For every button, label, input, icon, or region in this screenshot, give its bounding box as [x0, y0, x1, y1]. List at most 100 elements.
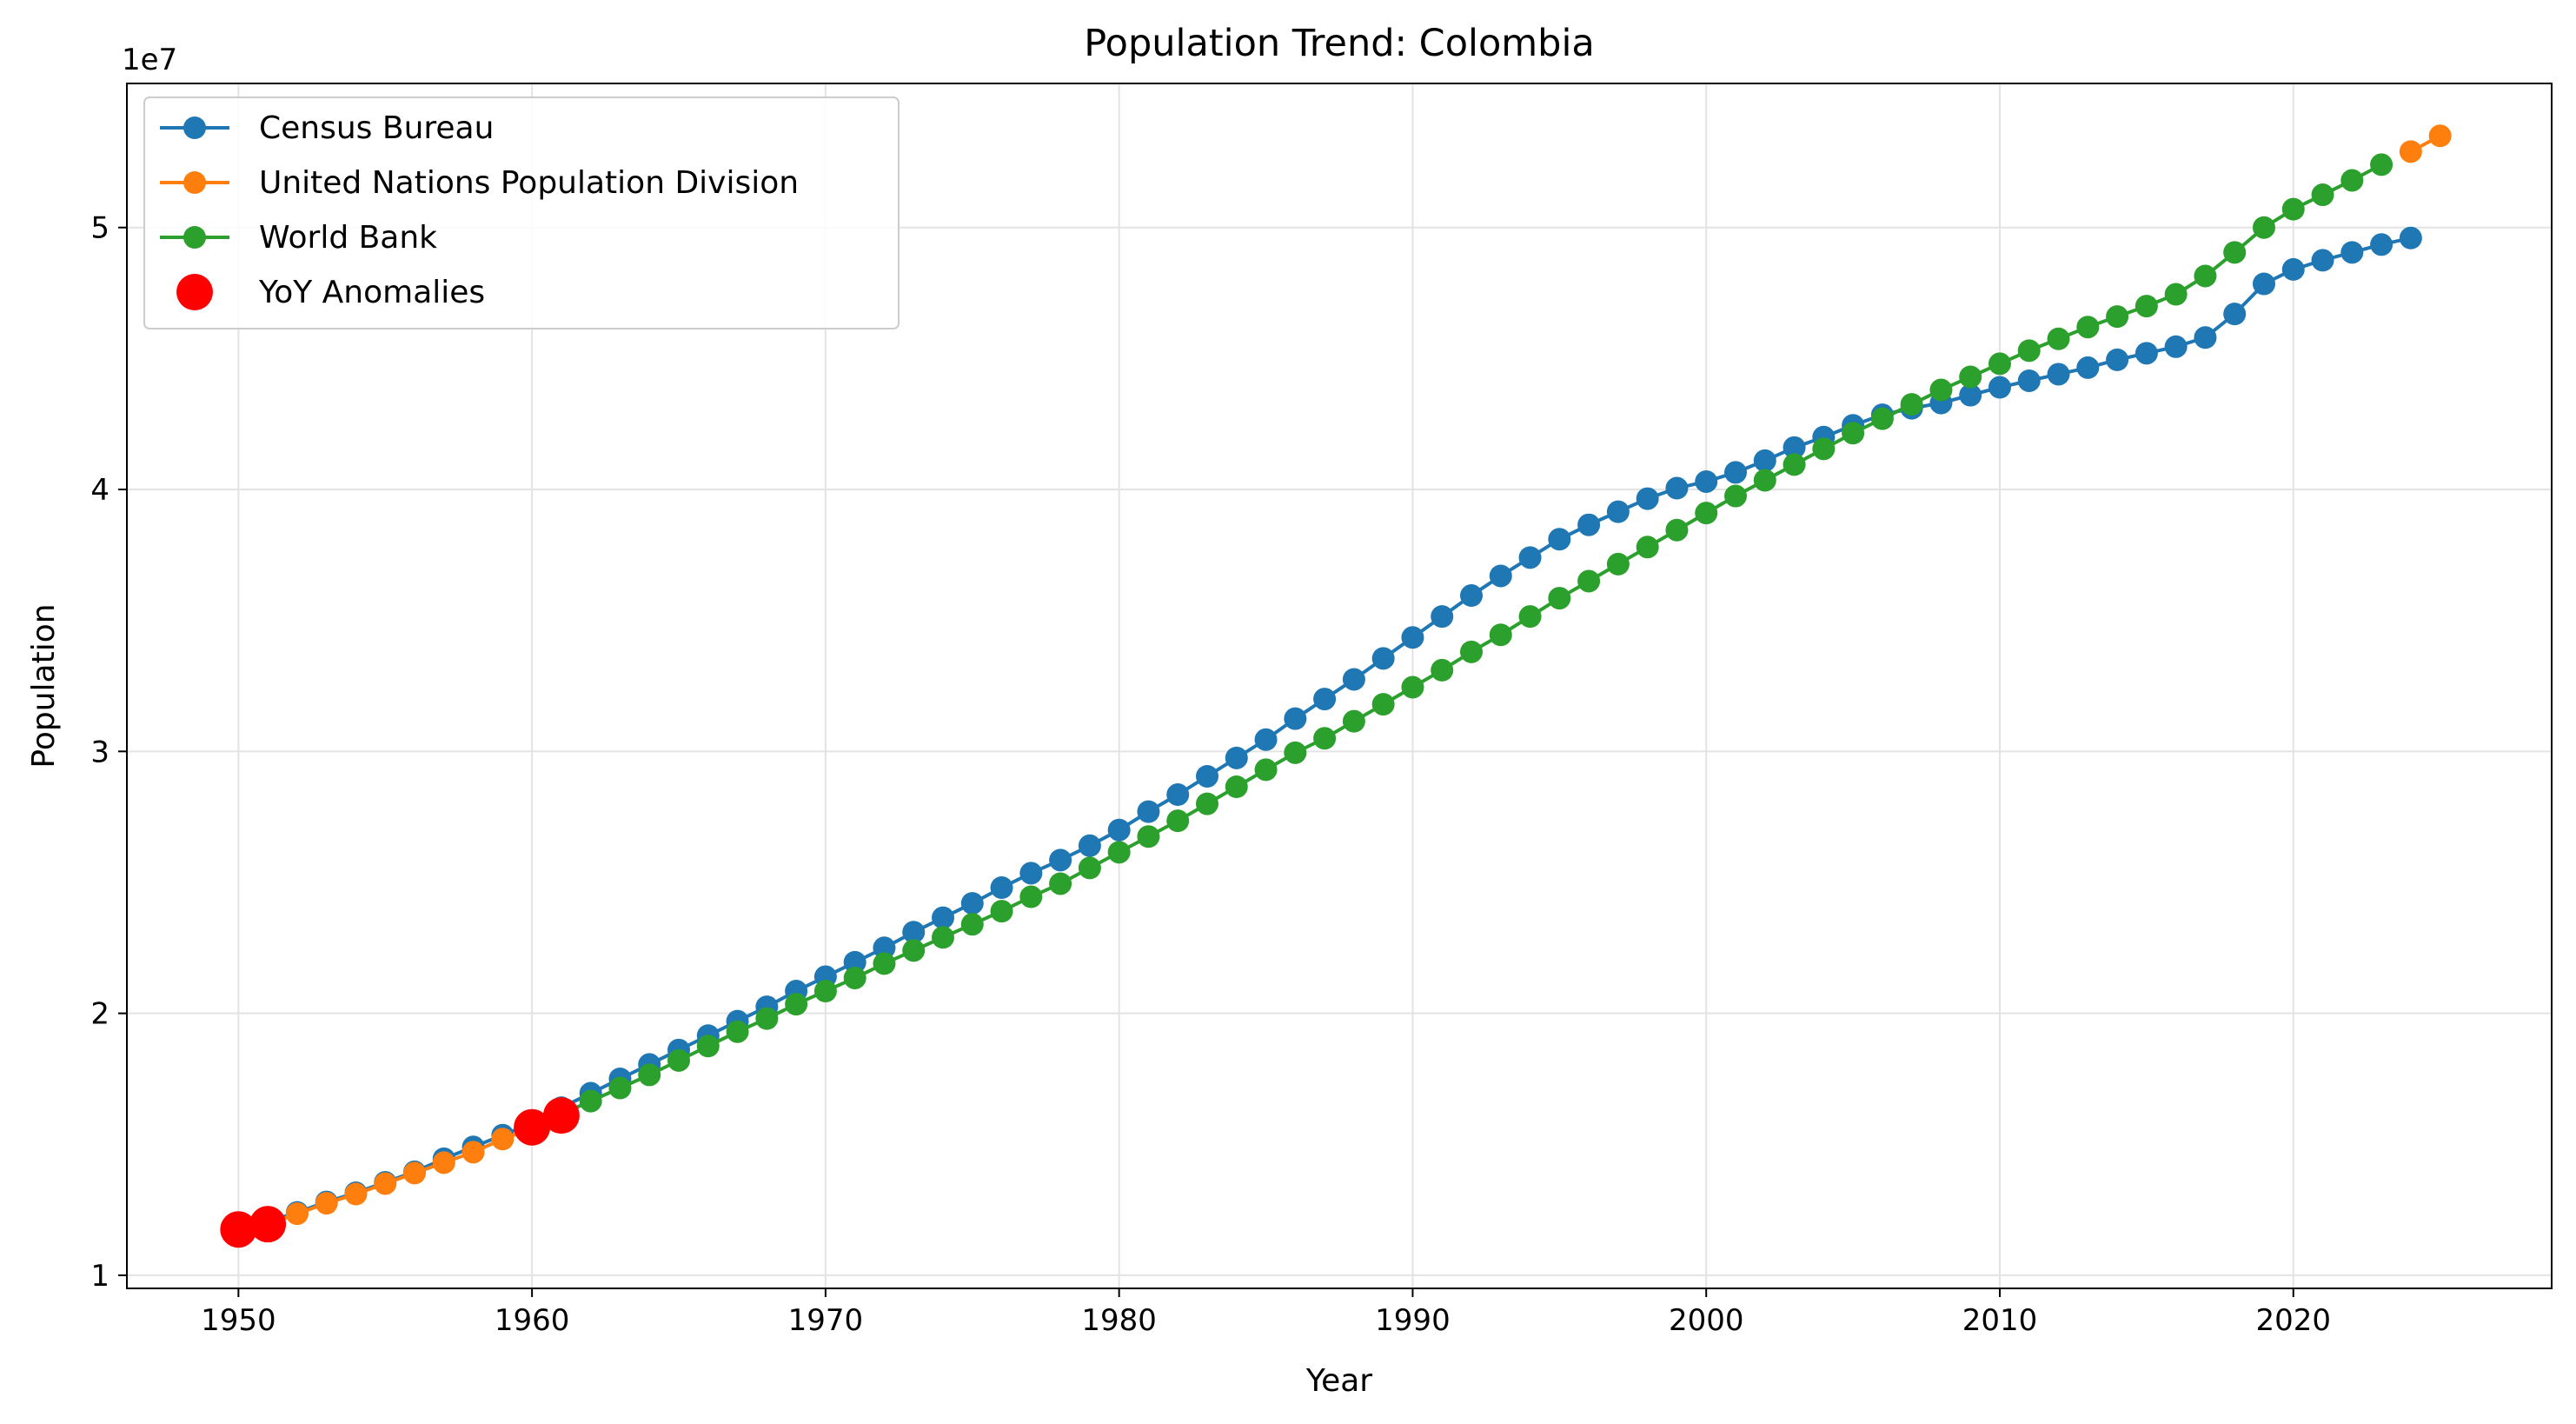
series-layer	[220, 124, 2452, 1248]
data-point	[2428, 124, 2452, 148]
data-point	[726, 1020, 749, 1043]
data-point	[2340, 169, 2364, 192]
anomaly-point	[249, 1206, 287, 1243]
data-point	[1870, 407, 1894, 430]
data-point	[1078, 856, 1101, 880]
data-point	[1107, 818, 1131, 842]
x-tick-label: 1950	[201, 1303, 276, 1338]
data-point	[990, 876, 1013, 900]
data-point	[1900, 393, 1923, 416]
legend-item: United Nations Population Division	[160, 165, 799, 201]
data-point	[843, 950, 866, 974]
data-point	[491, 1128, 515, 1151]
data-point	[2017, 369, 2041, 392]
data-point	[1019, 862, 1043, 885]
data-point	[1665, 518, 1689, 542]
data-point	[755, 1007, 779, 1030]
legend-marker	[183, 226, 206, 249]
data-point	[1695, 502, 1718, 525]
data-point	[2252, 272, 2275, 296]
x-tick-label: 1960	[495, 1303, 570, 1338]
data-point	[1431, 605, 1454, 629]
data-point	[1959, 383, 1982, 407]
data-point	[2106, 305, 2129, 329]
data-point	[990, 900, 1013, 923]
data-point	[608, 1076, 632, 1100]
y-tick-label: 1	[90, 1259, 110, 1294]
data-point	[2134, 342, 2158, 365]
data-point	[1723, 461, 1747, 484]
data-point	[1783, 436, 1806, 459]
data-point	[1518, 605, 1542, 629]
legend-marker	[176, 274, 213, 310]
data-point	[2311, 249, 2334, 272]
data-point	[902, 921, 926, 944]
data-point	[667, 1048, 691, 1072]
data-point	[1695, 469, 1718, 493]
data-point	[1577, 513, 1601, 536]
data-point	[2076, 316, 2100, 339]
data-point	[1723, 484, 1747, 508]
x-tick-label: 2020	[2255, 1303, 2331, 1338]
data-point	[1548, 528, 1571, 551]
data-point	[1988, 352, 2011, 376]
y-tick-label: 5	[90, 211, 110, 246]
data-point	[638, 1063, 661, 1087]
data-point	[1166, 783, 1190, 807]
data-point	[1137, 800, 1160, 823]
legend-label: Census Bureau	[259, 110, 494, 146]
legend-label: World Bank	[259, 220, 437, 256]
data-point	[873, 936, 896, 960]
data-point	[960, 892, 984, 915]
y-axis-offset-label: 1e7	[122, 43, 177, 77]
data-point	[374, 1172, 397, 1195]
data-point	[1489, 623, 1512, 647]
data-point	[1078, 834, 1101, 857]
data-point	[1548, 587, 1571, 610]
data-point	[1842, 422, 1865, 445]
data-point	[2399, 140, 2422, 163]
data-point	[432, 1151, 455, 1174]
data-point	[2017, 339, 2041, 363]
data-point	[1107, 841, 1131, 864]
data-point	[1636, 487, 1659, 510]
data-point	[1489, 564, 1512, 588]
legend: Census Bureau United Nations Population D…	[143, 96, 900, 329]
data-point	[2194, 264, 2217, 288]
data-point	[1959, 365, 1982, 389]
x-tick-label: 1980	[1081, 1303, 1157, 1338]
data-point	[843, 966, 866, 989]
legend-box	[143, 96, 900, 329]
data-point	[2106, 348, 2129, 371]
data-point	[1753, 469, 1776, 492]
data-point	[2252, 216, 2275, 239]
data-point	[1518, 546, 1542, 569]
data-point	[932, 926, 955, 949]
anomaly-point	[542, 1097, 580, 1135]
data-point	[2134, 295, 2158, 318]
data-point	[1049, 848, 1072, 872]
data-point	[1225, 775, 1248, 799]
data-point	[1342, 668, 1365, 691]
data-point	[1636, 536, 1659, 559]
data-point	[2047, 363, 2070, 386]
series-world-bank	[521, 153, 2393, 1139]
data-point	[1577, 569, 1601, 593]
data-point	[1225, 746, 1248, 769]
data-point	[1401, 626, 1424, 649]
plot-frame	[126, 83, 2553, 1289]
data-point	[1049, 872, 1072, 895]
legend-label: United Nations Population Division	[259, 165, 799, 201]
data-point	[813, 980, 837, 1003]
y-tick-label: 2	[90, 997, 110, 1032]
x-tick-label: 1990	[1375, 1303, 1451, 1338]
data-point	[1254, 758, 1278, 782]
data-point	[1401, 675, 1424, 699]
data-point	[1371, 647, 1395, 670]
data-point	[1284, 741, 1307, 764]
data-point	[285, 1202, 309, 1226]
data-point	[1753, 449, 1776, 472]
y-tick-label: 3	[90, 735, 110, 769]
legend-label: YoY Anomalies	[258, 275, 485, 310]
